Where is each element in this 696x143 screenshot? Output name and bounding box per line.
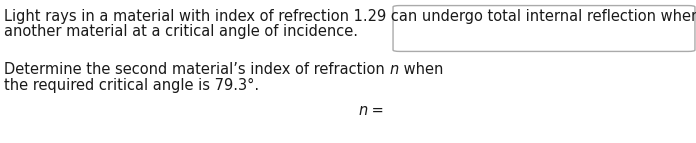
Text: n: n	[389, 62, 399, 77]
Text: when: when	[399, 62, 443, 77]
Text: another material at a critical angle of incidence.: another material at a critical angle of …	[4, 24, 358, 39]
Text: the required critical angle is 79.3°.: the required critical angle is 79.3°.	[4, 78, 259, 93]
Text: =: =	[367, 103, 384, 118]
Text: n: n	[358, 103, 367, 118]
Text: Light rays in a material with index of refrection 1.29 can undergo total interna: Light rays in a material with index of r…	[4, 9, 696, 24]
Text: Determine the second material’s index of refraction: Determine the second material’s index of…	[4, 62, 389, 77]
